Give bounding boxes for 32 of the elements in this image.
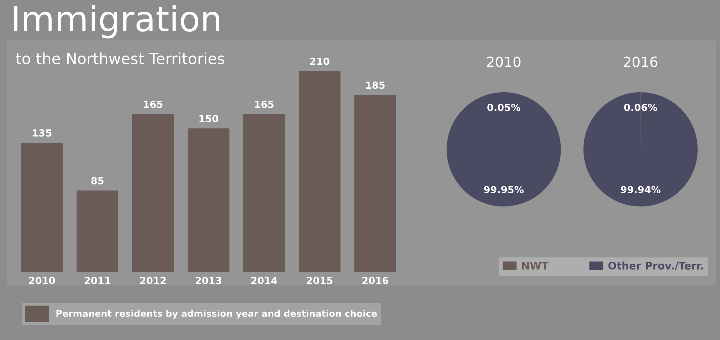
legend-label: Other Prov./Terr. bbox=[608, 262, 704, 271]
data-label: 85 bbox=[92, 177, 104, 185]
data-label: 150 bbox=[200, 115, 218, 123]
bar bbox=[244, 114, 286, 272]
x-tick-label: 2014 bbox=[252, 277, 278, 284]
bar bbox=[76, 190, 119, 272]
data-label: 185 bbox=[366, 82, 385, 90]
x-tick-label: 2016 bbox=[362, 277, 388, 284]
bar bbox=[354, 95, 396, 272]
data-label: 165 bbox=[144, 100, 163, 108]
legend-label: Permanent residents by admission year and destination choice bbox=[56, 310, 378, 319]
x-tick-label: 2013 bbox=[196, 277, 222, 284]
data-label: 0.06% bbox=[624, 104, 658, 112]
data-label: 165 bbox=[255, 100, 274, 108]
x-tick-label: 2012 bbox=[140, 277, 166, 284]
data-label: 99.94% bbox=[621, 186, 661, 194]
data-label: 99.95% bbox=[484, 186, 524, 194]
chart-title: 2010 bbox=[487, 56, 521, 68]
chart-title: Immigration bbox=[14, 5, 220, 39]
data-label: 0.05% bbox=[488, 104, 521, 112]
bar bbox=[132, 114, 174, 272]
bar bbox=[299, 71, 341, 272]
x-tick-label: 2011 bbox=[84, 277, 111, 284]
bar bbox=[188, 128, 230, 272]
x-tick-label: 2010 bbox=[29, 277, 56, 284]
data-label: 210 bbox=[310, 58, 330, 66]
chart-subtitle: to the Northwest Territories bbox=[16, 52, 225, 65]
data-label: 135 bbox=[33, 130, 52, 137]
legend-label: NWT bbox=[522, 262, 549, 270]
x-tick-label: 2015 bbox=[307, 277, 333, 284]
chart-title: 2016 bbox=[624, 56, 658, 68]
bar bbox=[21, 142, 63, 272]
